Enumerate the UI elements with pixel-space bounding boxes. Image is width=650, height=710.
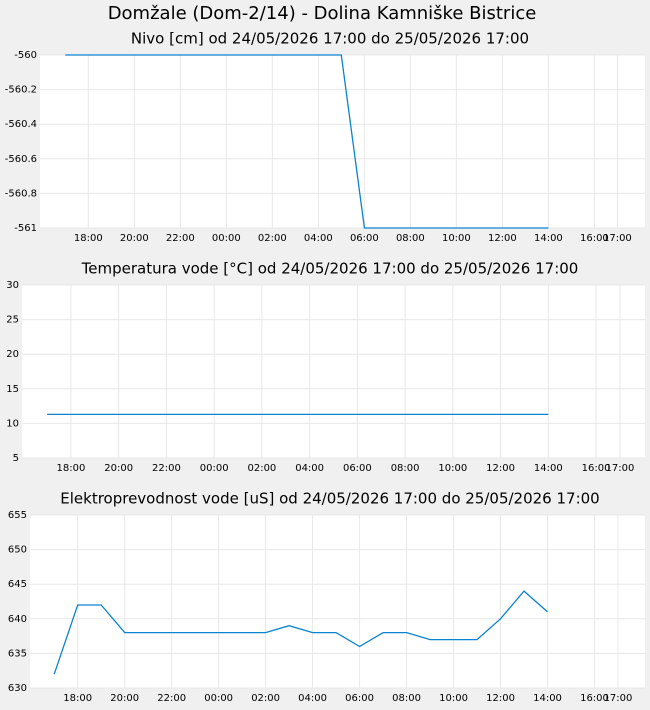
x-tick-label: 22:00 bbox=[152, 463, 181, 474]
y-tick-label: -561 bbox=[14, 223, 37, 234]
y-tick-label: 25 bbox=[6, 315, 19, 326]
chart-title: Temperatura vode [°C] od 24/05/2026 17:0… bbox=[81, 260, 579, 278]
x-tick-label: 22:00 bbox=[157, 693, 186, 704]
x-tick-label: 04:00 bbox=[298, 693, 327, 704]
x-tick-label: 08:00 bbox=[396, 233, 425, 244]
x-tick-label: 12:00 bbox=[486, 463, 515, 474]
x-tick-label: 06:00 bbox=[350, 233, 379, 244]
y-tick-label: -560.4 bbox=[5, 119, 37, 130]
x-tick-label: 18:00 bbox=[74, 233, 103, 244]
x-tick-label: 16:00 bbox=[582, 463, 611, 474]
y-tick-label: 15 bbox=[6, 384, 19, 395]
x-tick-label: 04:00 bbox=[295, 463, 324, 474]
x-tick-label: 08:00 bbox=[391, 463, 420, 474]
x-tick-label: 14:00 bbox=[534, 233, 563, 244]
x-tick-label: 00:00 bbox=[212, 233, 241, 244]
x-tick-label: 17:00 bbox=[606, 463, 635, 474]
plot-area bbox=[40, 55, 645, 228]
x-tick-label: 20:00 bbox=[104, 463, 133, 474]
y-tick-label: 630 bbox=[8, 683, 27, 694]
chart-title: Elektroprevodnost vode [uS] od 24/05/202… bbox=[60, 490, 599, 508]
y-tick-label: 640 bbox=[8, 614, 27, 625]
x-tick-label: 20:00 bbox=[110, 693, 139, 704]
y-tick-label: 650 bbox=[8, 545, 27, 556]
data-line bbox=[65, 54, 549, 229]
y-tick-label: 645 bbox=[8, 579, 27, 590]
x-tick-label: 20:00 bbox=[120, 233, 149, 244]
x-tick-label: 02:00 bbox=[247, 463, 276, 474]
x-tick-label: 16:00 bbox=[580, 693, 609, 704]
y-tick-label: -560.6 bbox=[5, 154, 37, 165]
x-tick-label: 17:00 bbox=[603, 233, 632, 244]
x-tick-label: 14:00 bbox=[534, 463, 563, 474]
x-tick-label: 12:00 bbox=[486, 693, 515, 704]
x-tick-label: 06:00 bbox=[345, 693, 374, 704]
x-tick-label: 14:00 bbox=[533, 693, 562, 704]
x-tick-label: 02:00 bbox=[251, 693, 280, 704]
x-tick-label: 08:00 bbox=[392, 693, 421, 704]
y-tick-label: -560 bbox=[14, 50, 37, 61]
y-tick-label: 655 bbox=[8, 510, 27, 521]
x-tick-label: 00:00 bbox=[204, 693, 233, 704]
x-tick-label: 10:00 bbox=[439, 693, 468, 704]
x-tick-label: 17:00 bbox=[604, 693, 633, 704]
plot-area bbox=[22, 285, 645, 458]
plot-area bbox=[30, 515, 645, 688]
x-tick-label: 02:00 bbox=[258, 233, 287, 244]
x-tick-label: 18:00 bbox=[57, 463, 86, 474]
x-tick-label: 18:00 bbox=[63, 693, 92, 704]
x-tick-label: 10:00 bbox=[438, 463, 467, 474]
x-tick-label: 06:00 bbox=[343, 463, 372, 474]
y-tick-label: -560.8 bbox=[5, 188, 37, 199]
x-tick-label: 10:00 bbox=[442, 233, 471, 244]
y-tick-label: 5 bbox=[13, 453, 19, 464]
x-tick-label: 16:00 bbox=[580, 233, 609, 244]
y-tick-label: 20 bbox=[6, 349, 19, 360]
y-tick-label: 10 bbox=[6, 418, 19, 429]
main-title: Domžale (Dom-2/14) - Dolina Kamniške Bis… bbox=[108, 3, 537, 24]
chart-title: Nivo [cm] od 24/05/2026 17:00 do 25/05/2… bbox=[131, 30, 529, 48]
data-line bbox=[53, 590, 548, 675]
x-tick-label: 12:00 bbox=[488, 233, 517, 244]
x-tick-label: 22:00 bbox=[166, 233, 195, 244]
x-tick-label: 00:00 bbox=[200, 463, 229, 474]
y-tick-label: -560.2 bbox=[5, 85, 37, 96]
y-tick-label: 30 bbox=[6, 280, 19, 291]
y-tick-label: 635 bbox=[8, 648, 27, 659]
x-tick-label: 04:00 bbox=[304, 233, 333, 244]
